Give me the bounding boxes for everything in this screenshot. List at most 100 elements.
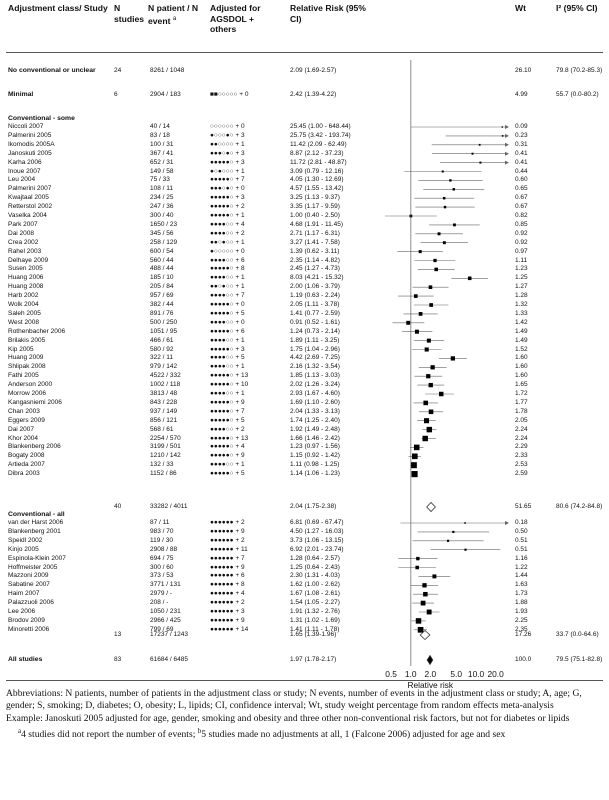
study-wt: 2.24 bbox=[515, 425, 528, 433]
study-wt: 2.25 bbox=[515, 616, 528, 624]
pooled-label: No conventional or unclear bbox=[8, 67, 96, 74]
study-name: Karha 2006 bbox=[8, 158, 42, 166]
study-rr: 2.16 (1.32 - 3.54) bbox=[290, 363, 340, 371]
study-rr: 11.42 (2.09 - 62.49) bbox=[290, 140, 347, 148]
overall-diamond bbox=[426, 654, 434, 666]
study-1-0-marker bbox=[464, 522, 466, 524]
study-0-6-marker bbox=[449, 179, 452, 182]
study-name: Kinjo 2005 bbox=[8, 545, 39, 553]
study-adjusted: ●●●●●○ + 3 bbox=[210, 194, 245, 202]
study-name: Anderson 2000 bbox=[8, 381, 53, 389]
study-rr: 2.02 (1.26 - 3.24) bbox=[290, 381, 340, 389]
study-1-3-marker bbox=[464, 548, 467, 551]
study-name: Niccoli 2007 bbox=[8, 123, 44, 130]
study-rr: 3.27 (1.41 - 7.58) bbox=[290, 238, 340, 246]
study-rr: 1.54 (1.05 - 2.27) bbox=[290, 599, 340, 607]
study-adjusted: ●●●●●● + 8 bbox=[210, 581, 245, 589]
header-n-patient-text: N patient / N event bbox=[148, 3, 199, 26]
study-adjusted: ●●●●●○ + 3 bbox=[210, 158, 245, 166]
study-0-14-marker bbox=[418, 250, 422, 254]
study-name: Park 2007 bbox=[8, 220, 38, 228]
study-0-0-marker bbox=[501, 126, 503, 128]
study-adjusted: ●●●●○○ + 4 bbox=[210, 220, 245, 228]
study-0-22-marker bbox=[406, 320, 411, 325]
study-npe: 1050 / 231 bbox=[150, 608, 181, 615]
pooled-rr: 2.04 (1.75-2.38) bbox=[290, 503, 337, 510]
study-wt: 1.23 bbox=[515, 265, 528, 273]
study-rr: 2.00 (1.06 - 3.79) bbox=[290, 283, 340, 291]
pooled-wt: 51.65 bbox=[515, 503, 532, 510]
pooled-nstudies: 40 bbox=[114, 503, 122, 510]
study-npe: 856 / 121 bbox=[150, 416, 178, 424]
study-wt: 1.49 bbox=[515, 336, 528, 344]
study-name: Rothenbacher 2006 bbox=[8, 327, 66, 335]
study-npe: 300 / 60 bbox=[150, 563, 174, 571]
study-adjusted: ●○○○●○ + 3 bbox=[210, 131, 245, 139]
study-0-17-marker bbox=[467, 276, 472, 281]
study-wt: 0.97 bbox=[515, 247, 528, 255]
study-0-7-marker bbox=[452, 188, 456, 191]
study-npe: 3771 / 131 bbox=[150, 581, 181, 589]
study-name: Espinola-Klein 2007 bbox=[8, 554, 66, 562]
study-name: Eggers 2009 bbox=[8, 416, 45, 424]
study-npe: 488 / 44 bbox=[150, 265, 174, 273]
study-npe: 4522 / 332 bbox=[150, 372, 181, 380]
study-adjusted: ●●●●●○ + 10 bbox=[210, 381, 249, 389]
study-adjusted: ●●●●○○ + 1 bbox=[210, 274, 245, 282]
study-adjusted: ●●●●●● + 2 bbox=[210, 599, 245, 607]
pooled-npe: 8261 / 1048 bbox=[150, 67, 185, 74]
study-wt: 0.60 bbox=[515, 176, 528, 184]
header-rule bbox=[6, 52, 603, 53]
study-adjusted: ●●●○●○ + 0 bbox=[210, 185, 245, 193]
study-adjusted: ●●●●●● + 9 bbox=[210, 563, 245, 571]
study-name: Dibra 2003 bbox=[8, 470, 40, 478]
study-name: Fathi 2005 bbox=[8, 372, 39, 380]
pooled-rr: 2.42 (1.39-4.22) bbox=[290, 91, 337, 98]
header-n-patient: N patient / N event a bbox=[148, 3, 206, 26]
study-npe: 3199 / 501 bbox=[150, 443, 181, 451]
study-wt: 0.51 bbox=[515, 545, 528, 553]
study-wt: 1.11 bbox=[515, 256, 528, 264]
study-0-32-marker bbox=[428, 409, 434, 415]
study-name: Vaselka 2004 bbox=[8, 212, 47, 219]
study-wt: 2.24 bbox=[515, 434, 528, 442]
footnote-abbreviations: Abbreviations: N patients, number of pat… bbox=[6, 688, 582, 712]
study-rr: 2.45 (1.27 - 4.73) bbox=[290, 265, 340, 273]
study-npe: 2908 / 88 bbox=[150, 545, 178, 553]
study-0-3-ci-arrow bbox=[505, 151, 509, 156]
pooled-i2: 33.7 (0.0-64.6) bbox=[556, 631, 599, 638]
study-name: West 2008 bbox=[8, 318, 39, 326]
study-1-8-marker bbox=[423, 591, 428, 597]
study-rr: 1.67 (1.08 - 2.61) bbox=[290, 590, 340, 598]
study-name: Haim 2007 bbox=[8, 590, 40, 598]
pooled-i2: 79.8 (70.2-85.3) bbox=[556, 67, 603, 74]
study-name: Khor 2004 bbox=[8, 434, 38, 442]
study-npe: 568 / 61 bbox=[150, 425, 174, 433]
study-rr: 1.23 (0.97 - 1.56) bbox=[290, 443, 340, 451]
study-name: Shlipak 2008 bbox=[8, 363, 46, 371]
study-adjusted: ●●●●○○ + 2 bbox=[210, 229, 245, 237]
study-name: Dai 2008 bbox=[8, 229, 35, 237]
study-npe: 600 / 54 bbox=[150, 247, 174, 255]
study-0-8-marker bbox=[442, 196, 446, 200]
study-adjusted: ●●○●○○ + 1 bbox=[210, 283, 245, 291]
pooled-npe: 2904 / 183 bbox=[150, 91, 181, 98]
axis-tick-label: 5.0 bbox=[450, 669, 462, 679]
pooled-label: Minimal bbox=[8, 91, 34, 98]
study-0-28-marker bbox=[426, 374, 431, 379]
study-name: Wolk 2004 bbox=[8, 301, 39, 308]
study-npe: 234 / 25 bbox=[150, 194, 174, 202]
overall-rr: 1.97 (1.78-2.17) bbox=[290, 656, 337, 663]
study-1-10-marker bbox=[426, 609, 432, 615]
study-name: Morrow 2006 bbox=[8, 390, 46, 397]
study-wt: 2.59 bbox=[515, 470, 528, 478]
header-n-patient-sup: a bbox=[172, 15, 177, 22]
header-rr: Relative Risk (95% CI) bbox=[290, 3, 366, 24]
study-name: Kip 2005 bbox=[8, 345, 34, 353]
study-npe: 75 / 33 bbox=[150, 176, 170, 184]
header-wt: Wt bbox=[515, 3, 526, 13]
study-adjusted: ●●●●●● + 7 bbox=[210, 554, 245, 562]
study-rr: 1.66 (1.46 - 2.42) bbox=[290, 434, 340, 442]
study-adjusted: ●●●●○○ + 2 bbox=[210, 425, 245, 433]
study-adjusted: ●●●●●○ + 1 bbox=[210, 212, 245, 219]
